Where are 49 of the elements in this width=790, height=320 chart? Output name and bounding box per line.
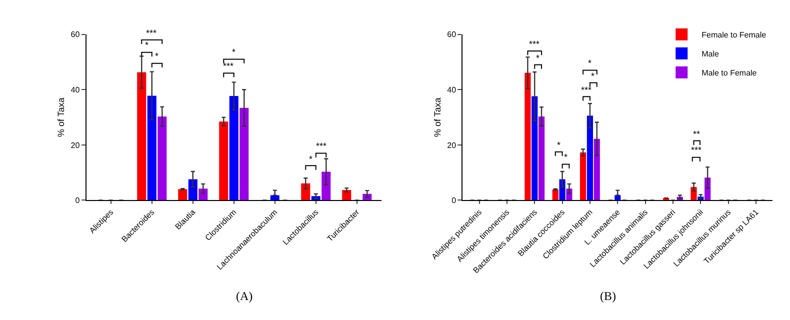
y-tick-label: 20: [70, 140, 80, 150]
bar: [342, 190, 352, 200]
bar: [158, 116, 167, 200]
bar: [301, 183, 310, 200]
annotation: ***: [529, 39, 540, 49]
annotation: ***: [691, 145, 702, 155]
bar: [594, 138, 600, 200]
legend-label: Male to Female: [702, 68, 758, 78]
annotation: *: [591, 71, 595, 81]
annotation: *: [564, 152, 568, 162]
annotation: ***: [316, 141, 328, 151]
y-tick-label: 40: [447, 85, 457, 94]
bar: [137, 72, 146, 200]
bar: [538, 116, 545, 200]
legend-label: Male: [702, 49, 720, 58]
bar: [524, 72, 531, 200]
y-tick-label: 20: [447, 140, 457, 150]
annotation: *: [309, 154, 313, 164]
bar: [552, 189, 558, 200]
bar: [240, 108, 249, 200]
legend-label: Female to Female: [702, 30, 767, 40]
annotation: ***: [146, 28, 158, 38]
y-tick-label: 0: [75, 196, 80, 206]
bar: [219, 121, 228, 200]
y-tick-label: 60: [447, 30, 457, 40]
annotation: **: [693, 129, 700, 139]
y-tick-label: 40: [70, 85, 80, 94]
y-axis-title: % of Taxa: [56, 98, 66, 137]
annotation: *: [155, 51, 159, 61]
text: (A): [236, 289, 253, 303]
bar: [229, 96, 238, 200]
bar: [586, 116, 594, 200]
bar: [147, 96, 156, 200]
annotation: ***: [581, 85, 592, 95]
y-tick-label: 60: [70, 30, 80, 40]
annotation: *: [557, 140, 561, 150]
text: (B): [600, 289, 616, 303]
bar: [188, 179, 198, 200]
bar: [178, 189, 188, 200]
bar: [532, 96, 538, 200]
annotation: *: [588, 58, 592, 68]
y-tick-label: 0: [452, 196, 457, 206]
annotation: *: [145, 40, 149, 50]
annotation: *: [536, 53, 540, 63]
annotation: ***: [223, 61, 234, 71]
y-axis-title: % of Taxa: [432, 98, 443, 137]
bar: [580, 152, 586, 200]
bar: [322, 172, 331, 200]
annotation: *: [232, 47, 236, 57]
